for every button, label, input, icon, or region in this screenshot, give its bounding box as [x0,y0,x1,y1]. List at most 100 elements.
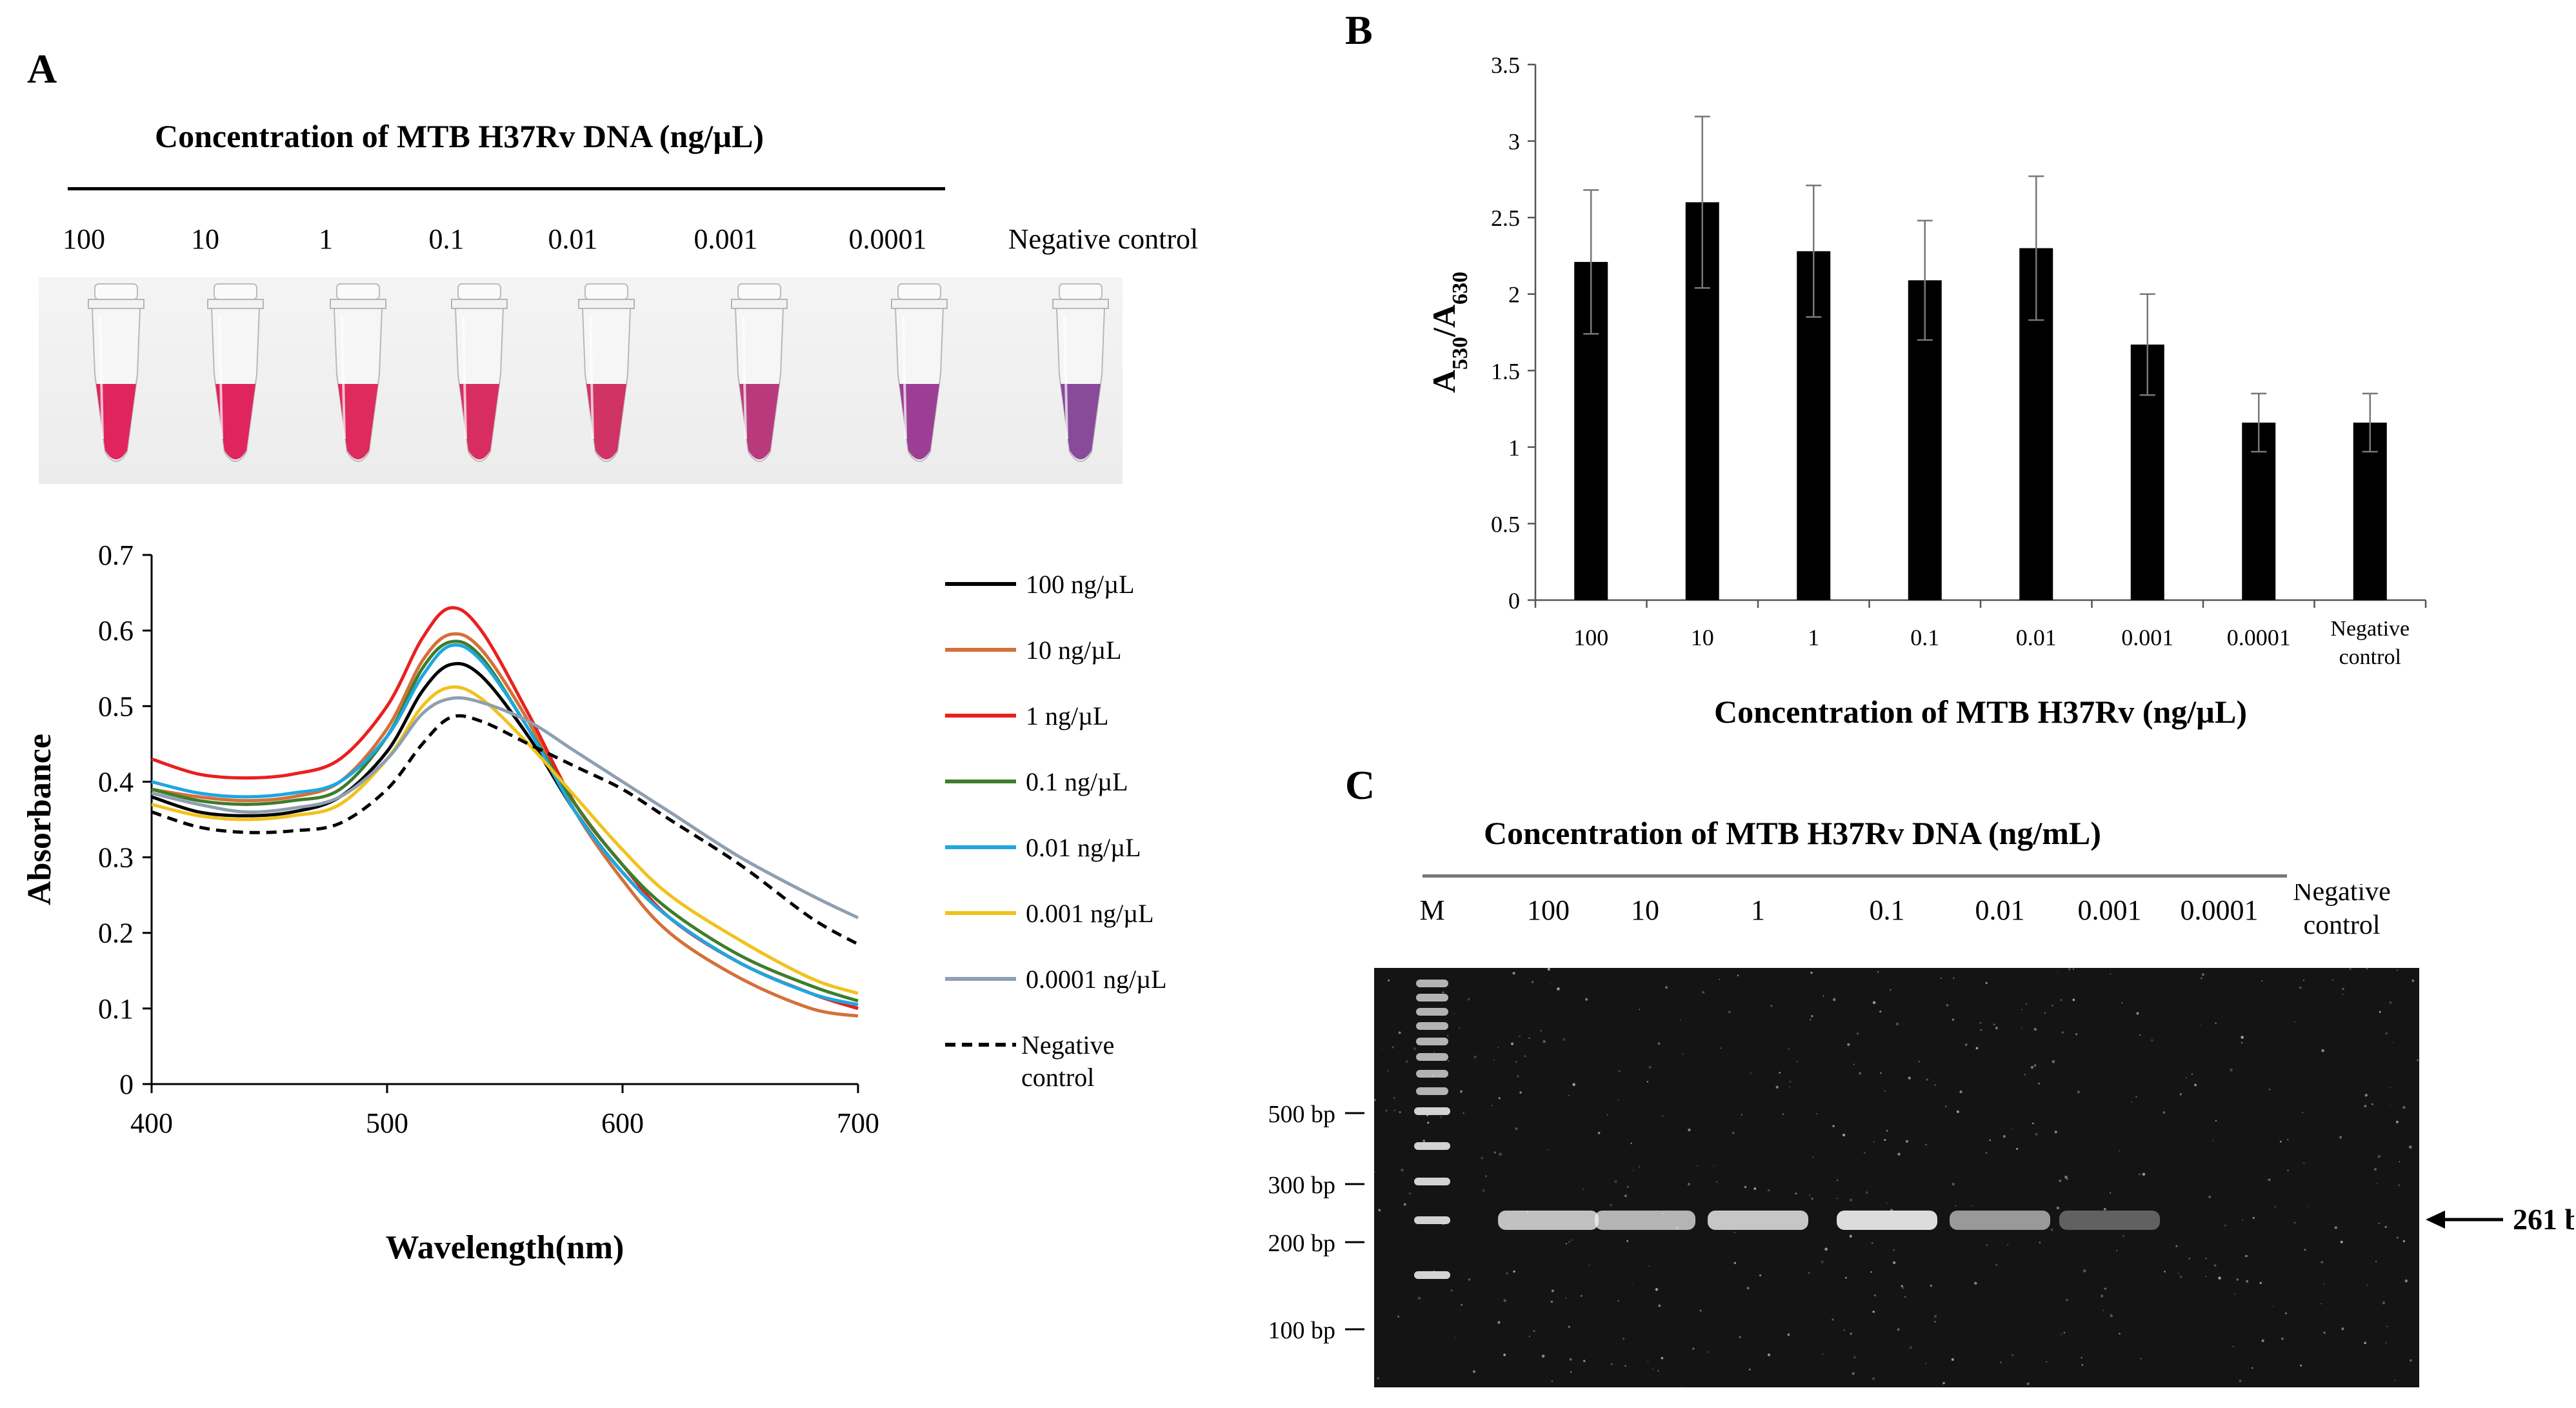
gel-speckle [1472,1370,1476,1373]
gel-speckle [1832,998,1836,1001]
gel-speckle [2162,1111,2166,1114]
lane-label: 1 [1751,894,1765,926]
tube-rim [731,299,788,309]
lane-label: 10 [1631,894,1659,926]
gel-speckle [2397,969,2398,971]
band-size-label: 261 bp [2513,1203,2574,1236]
gel-speckle [1952,1018,1955,1021]
gel-speckle [1720,1047,1722,1049]
gel-speckle [2011,1128,2013,1130]
gel-speckle [1588,1264,1590,1266]
gel-speckle [1696,1165,1699,1167]
gel-speckle [2402,1105,2406,1109]
gel-speckle [2410,1359,2412,1362]
gel-speckle [1989,1139,1992,1141]
lane-label: 0.001 [2078,894,2142,926]
tube-label: 0.001 [694,223,758,255]
gel-speckle [1822,995,1824,997]
gel-speckle [2281,1337,2284,1340]
gel-speckle [2039,1242,2041,1243]
gel-speckle [2064,1175,2068,1179]
gel-speckle [2302,1162,2305,1164]
sample-band [1498,1211,1599,1230]
gel-speckle [1852,1372,1855,1375]
tube [1052,283,1109,462]
x-tick-label: 0.1 [1910,625,1939,650]
lane-label-line: control [2304,910,2381,940]
gel-speckle [1728,1011,1731,1014]
gel-speckle [2140,1358,2142,1360]
gel-speckle [1879,1011,1882,1013]
gel-speckle [1632,1170,1634,1171]
gel-speckle [2077,1091,2080,1094]
gel-speckle [1516,1074,1519,1078]
gel-speckle [1392,1046,1394,1049]
gel-speckle [1393,1109,1395,1112]
tube-cap [457,283,501,300]
gel-speckle [2384,1225,2387,1229]
legend-label: Negative control [1021,1031,1114,1092]
gel-speckle [2177,1272,2180,1274]
gel-speckle [1610,1363,1613,1365]
gel-speckle [2139,1173,2141,1176]
gel-speckle [1610,1203,1612,1207]
ladder-band [1414,1178,1450,1185]
gel-speckle [2230,1068,2233,1072]
series-line [151,685,859,995]
gel-speckle [1399,1111,1401,1114]
gel-speckle [2375,1260,2377,1262]
gel-speckle [2068,968,2071,971]
gel-speckle [1865,1191,1868,1194]
gel-speckle [2072,998,2075,1001]
gel-speckle [1624,1194,1627,1198]
gel-speckle [1485,1175,1487,1178]
panel-a-letter: A [27,46,57,92]
gel-speckle [1719,978,1721,980]
gel-speckle [2136,1012,2139,1015]
gel-speckle [1543,1040,1546,1043]
gel-speckle [1541,1354,1545,1358]
gel-speckle [2239,1379,2242,1382]
gel-speckle [1510,1042,1514,1045]
gel-speckle [1995,1027,1998,1030]
gel-speckle [1893,1261,1896,1264]
gel-speckle [1454,1336,1455,1338]
gel-speckle [1481,1156,1484,1160]
gel-speckle [1569,1358,1572,1361]
gel-speckle [1401,1169,1404,1172]
y-tick-label: 1 [1508,435,1520,461]
gel-speckle [2033,1064,2037,1067]
x-tick-label: 700 [837,1107,879,1139]
gel-speckle [2364,1342,2366,1344]
gel-speckle [1853,1356,1856,1359]
gel-speckle [2081,1363,2084,1366]
sample-band [1595,1211,1695,1230]
gel-speckle [1388,979,1390,981]
gel-speckle [1871,1242,1873,1245]
gel-speckle [1384,1109,1388,1112]
gel-speckle [1433,1051,1435,1053]
gel-speckle [2215,1022,2217,1025]
tube-label: 100 [63,223,105,255]
tube-highlight [902,316,907,439]
gel-speckle [2103,1208,2106,1211]
gel-speckle [1897,1328,1900,1331]
gel-speckle [2399,1161,2401,1163]
gel-speckle [1737,974,1739,977]
gel-speckle [1904,1296,1906,1298]
gel-speckle [1739,1336,1742,1339]
gel-title: Concentration of MTB H37Rv DNA (ng/mL) [1484,815,2101,851]
tube-liquid [739,384,779,459]
gel-speckle [1993,1023,1995,1025]
gel-speckle [1759,1274,1762,1276]
gel-speckle [1824,1247,1828,1251]
gel-speckle [2021,1009,2022,1011]
gel-speckle [2301,1111,2304,1114]
tube-highlight [589,316,594,439]
gel-speckle [2012,1354,2013,1356]
gel-speckle [1789,1080,1792,1083]
gel-speckle [1398,1031,1401,1034]
gel-speckle [1524,1055,1526,1058]
gel-speckle [1423,1140,1426,1142]
gel-speckle [1568,1241,1570,1243]
